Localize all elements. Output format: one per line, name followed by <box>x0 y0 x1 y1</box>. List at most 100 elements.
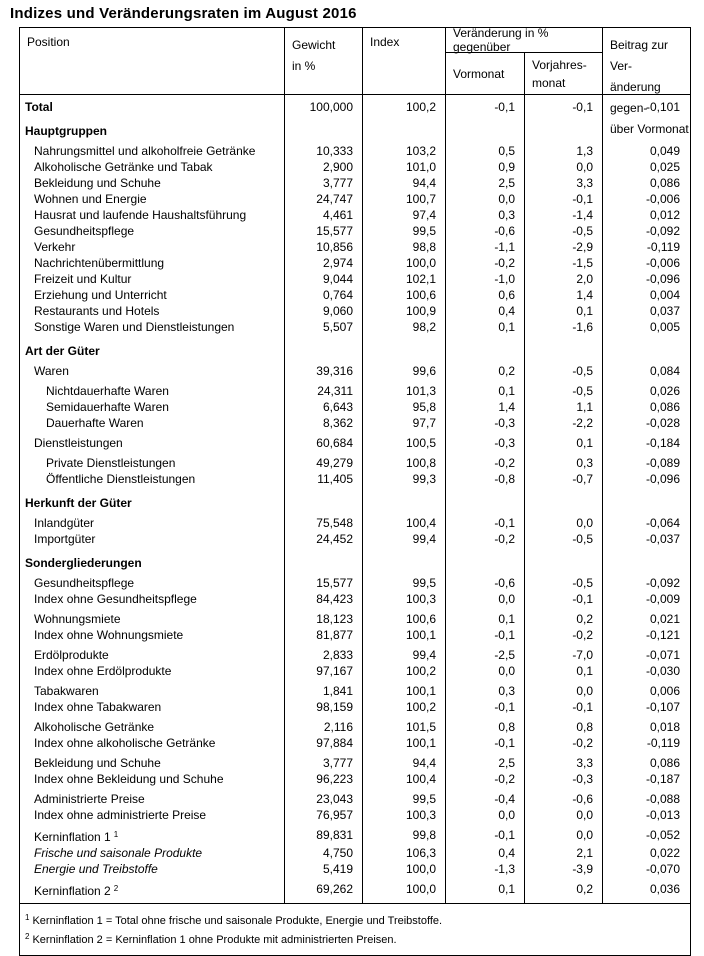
value-cell: 100,3 <box>405 592 436 606</box>
value-cell: -0,3 <box>494 416 515 430</box>
value-cell: -0,1 <box>572 192 593 206</box>
value-cell: 18,123 <box>316 612 353 626</box>
table-row: Index ohne Bekleidung und Schuhe 96,223 10… <box>20 771 690 787</box>
value-cell: 0,004 <box>649 288 680 302</box>
value-cell: -0,028 <box>645 416 680 430</box>
row-label: Hauptgruppen <box>25 124 107 138</box>
row-label: Nichtdauerhafte Waren <box>46 384 169 398</box>
value-cell: 96,223 <box>316 772 353 786</box>
row-label: Index ohne Gesundheitspflege <box>34 592 197 606</box>
row-label: Index ohne Tabakwaren <box>34 700 162 714</box>
row-label: Dauerhafte Waren <box>46 416 144 430</box>
value-cell: -0,1 <box>494 516 515 530</box>
value-cell: -0,5 <box>572 384 593 398</box>
row-label: Alkoholische Getränke und Tabak <box>34 160 213 174</box>
table-row: Hausrat und laufende Haushaltsführung 4,4… <box>20 207 690 223</box>
value-cell: -1,1 <box>494 240 515 254</box>
row-label: Restaurants und Hotels <box>34 304 160 318</box>
value-cell: 95,8 <box>412 400 436 414</box>
row-label: Wohnen und Energie <box>34 192 147 206</box>
table-row: Gesundheitspflege 15,577 99,5 -0,6 -0,5 -0,09… <box>20 223 690 239</box>
col-header-index: Index <box>363 28 446 94</box>
value-cell: 99,4 <box>412 648 436 662</box>
value-cell: -0,037 <box>645 532 680 546</box>
col-header-position: Position <box>20 28 285 94</box>
value-cell <box>446 123 525 139</box>
value-cell: 6,643 <box>322 400 353 414</box>
value-cell: 9,044 <box>322 272 353 286</box>
value-cell: -0,2 <box>494 532 515 546</box>
value-cell: 0,3 <box>498 208 515 222</box>
value-cell <box>446 343 525 359</box>
row-label: Energie und Treibstoffe <box>34 862 158 876</box>
value-cell <box>603 495 690 511</box>
value-cell: -0,1 <box>494 700 515 714</box>
value-cell: 0,086 <box>649 176 680 190</box>
value-cell: -0,6 <box>572 792 593 806</box>
footnote-line: 1 Kerninflation 1 = Total ohne frische un… <box>25 913 443 927</box>
value-cell: -0,096 <box>645 472 680 486</box>
value-cell: 0,0 <box>498 592 515 606</box>
row-label: Verkehr <box>34 240 76 254</box>
value-cell <box>363 123 446 139</box>
table-row: Index ohne Wohnungsmiete 81,877 100,1 -0,1 -… <box>20 627 690 643</box>
table-row: Erdölprodukte 2,833 99,4 -2,5 -7,0 -0,071 <box>20 647 690 663</box>
value-cell: 0,2 <box>576 612 593 626</box>
value-cell: 89,831 <box>316 828 353 842</box>
value-cell: 10,856 <box>316 240 353 254</box>
value-cell: -1,6 <box>572 320 593 334</box>
value-cell: 100,6 <box>405 288 436 302</box>
value-cell: -0,187 <box>645 772 680 786</box>
value-cell: 102,1 <box>405 272 436 286</box>
row-label: Index ohne Wohnungsmiete <box>34 628 184 642</box>
table-row: Bekleidung und Schuhe 3,777 94,4 2,5 3,3 0,08… <box>20 755 690 771</box>
value-cell: 94,4 <box>412 756 436 770</box>
value-cell: 0,022 <box>649 846 680 860</box>
value-cell: 1,3 <box>576 144 593 158</box>
column-divider <box>284 95 285 903</box>
col-header-vorjahresmonat-line2: monat <box>532 76 566 90</box>
row-label: Private Dienstleistungen <box>46 456 176 470</box>
row-label: Waren <box>34 364 69 378</box>
value-cell: 0,0 <box>498 664 515 678</box>
value-cell: 69,262 <box>316 882 353 896</box>
value-cell: 3,3 <box>576 756 593 770</box>
value-cell: 2,833 <box>322 648 353 662</box>
value-cell: 15,577 <box>316 224 353 238</box>
col-header-vorjahresmonat: Vorjahres- monat <box>525 53 602 94</box>
value-cell: -0,2 <box>494 256 515 270</box>
value-cell: 0,084 <box>649 364 680 378</box>
value-cell: 100,0 <box>405 882 436 896</box>
value-cell: -0,1 <box>572 592 593 606</box>
section-row: Art der Güter <box>20 343 690 359</box>
value-cell: 100,1 <box>405 736 436 750</box>
value-cell: 1,1 <box>576 400 593 414</box>
value-cell: 0,764 <box>322 288 353 302</box>
value-cell: 81,877 <box>316 628 353 642</box>
value-cell: 24,747 <box>316 192 353 206</box>
col-group-veraenderung: Veränderung in % gegenüber Vormonat Vorj… <box>446 26 603 94</box>
table-row: Alkoholische Getränke 2,116 101,5 0,8 0,8 0,0… <box>20 719 690 735</box>
value-cell: -0,1 <box>494 100 515 114</box>
value-cell: 0,0 <box>576 684 593 698</box>
value-cell: 1,841 <box>322 684 353 698</box>
row-label: Sondergliederungen <box>25 556 142 570</box>
table-row: Erziehung und Unterricht 0,764 100,6 0,6 1,4… <box>20 287 690 303</box>
value-cell: 0,1 <box>576 436 593 450</box>
column-divider <box>602 95 603 903</box>
table-row: Index ohne administrierte Preise 76,957 10… <box>20 807 690 823</box>
table-row: Index ohne Gesundheitspflege 84,423 100,3 0… <box>20 591 690 607</box>
value-cell: 0,8 <box>498 720 515 734</box>
value-cell: 0,026 <box>649 384 680 398</box>
table-row: Dauerhafte Waren 8,362 97,7 -0,3 -2,2 -0,028 <box>20 415 690 431</box>
value-cell: 0,0 <box>498 192 515 206</box>
value-cell: 0,0 <box>576 828 593 842</box>
col-header-beitrag-line1: Beitrag zur Ver- <box>610 38 669 73</box>
value-cell: 100,2 <box>405 664 436 678</box>
row-label: Index ohne Erdölprodukte <box>34 664 172 678</box>
column-divider <box>524 95 525 903</box>
row-label: Freizeit und Kultur <box>34 272 132 286</box>
value-cell: 0,006 <box>649 684 680 698</box>
